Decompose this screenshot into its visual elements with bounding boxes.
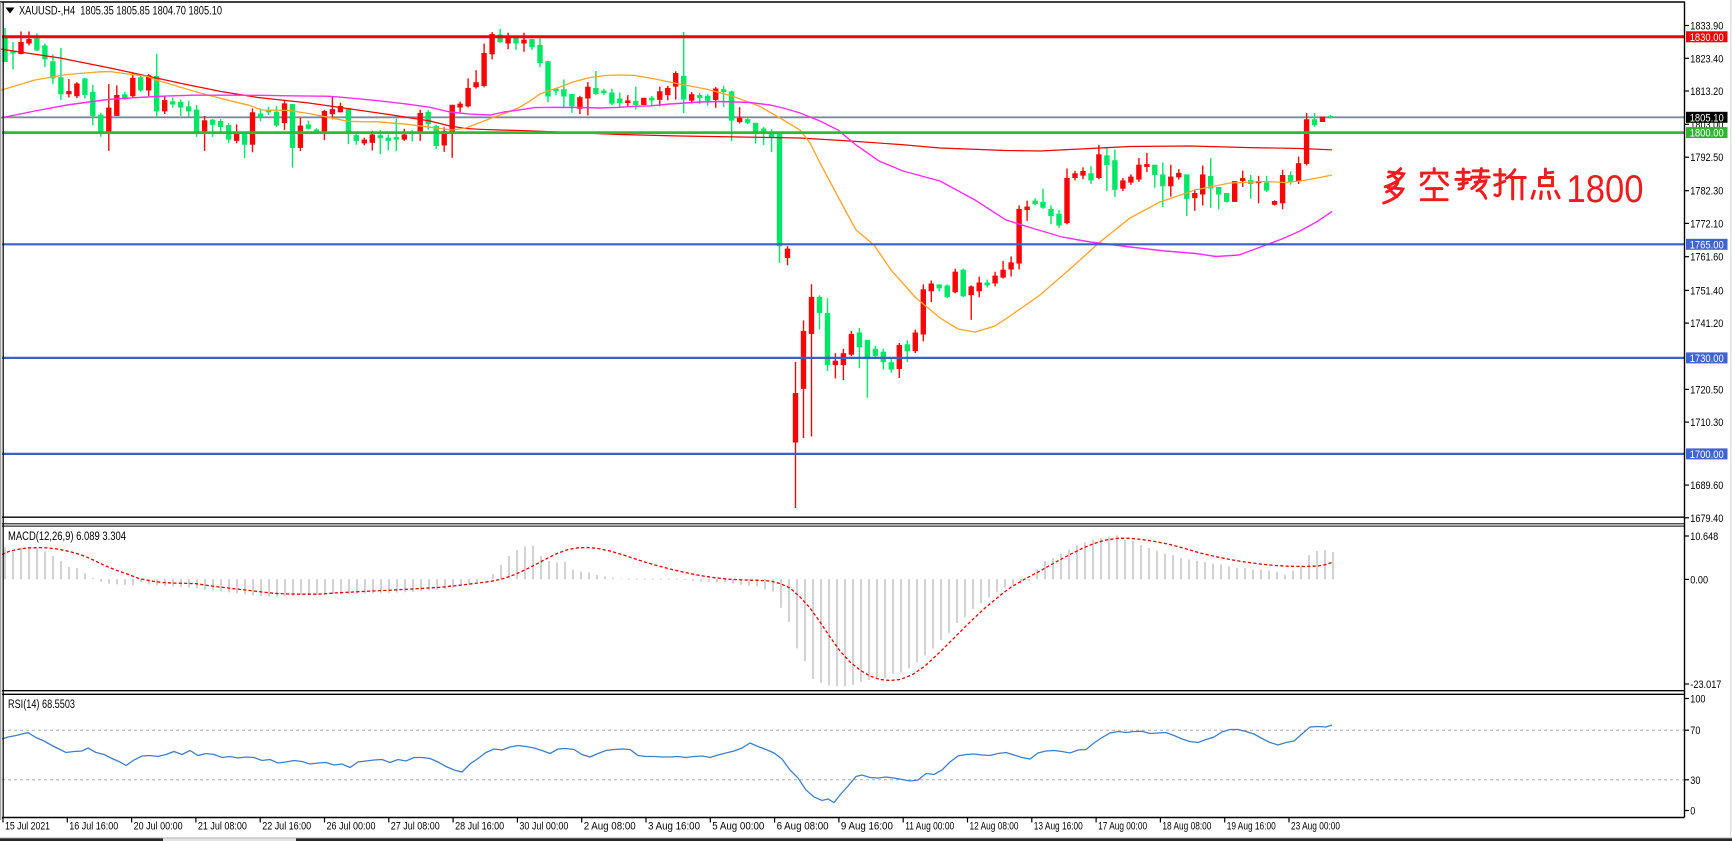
- svg-text:100: 100: [1690, 694, 1705, 706]
- svg-text:1765.00: 1765.00: [1690, 239, 1724, 251]
- svg-text:XAUUSD-,H4 1805.35 1805.85 18: XAUUSD-,H4 1805.35 1805.85 1804.70 1805.…: [19, 6, 222, 18]
- svg-text:1689.60: 1689.60: [1690, 480, 1723, 492]
- svg-text:1800: 1800: [1567, 168, 1644, 211]
- svg-text:18 Aug 08:00: 18 Aug 08:00: [1162, 821, 1211, 833]
- svg-text:MACD(12,26,9) 6.089 3.304: MACD(12,26,9) 6.089 3.304: [8, 531, 126, 543]
- svg-text:30: 30: [1690, 775, 1700, 787]
- svg-text:27 Jul 08:00: 27 Jul 08:00: [391, 821, 440, 833]
- svg-text:1730.00: 1730.00: [1690, 353, 1724, 365]
- svg-text:1830.00: 1830.00: [1690, 32, 1724, 44]
- svg-text:12 Aug 08:00: 12 Aug 08:00: [970, 821, 1019, 833]
- svg-text:1679.40: 1679.40: [1690, 513, 1723, 525]
- svg-text:1761.60: 1761.60: [1690, 252, 1723, 264]
- svg-text:3 Aug 16:00: 3 Aug 16:00: [648, 821, 700, 833]
- svg-text:1741.20: 1741.20: [1690, 318, 1723, 330]
- svg-text:6 Aug 08:00: 6 Aug 08:00: [777, 821, 829, 833]
- svg-text:11 Aug 00:00: 11 Aug 00:00: [905, 821, 954, 833]
- svg-text:1782.30: 1782.30: [1690, 186, 1723, 198]
- svg-text:9 Aug 16:00: 9 Aug 16:00: [841, 821, 893, 833]
- svg-text:5 Aug 00:00: 5 Aug 00:00: [712, 821, 764, 833]
- svg-text:1751.40: 1751.40: [1690, 285, 1723, 297]
- svg-text:16 Jul 16:00: 16 Jul 16:00: [69, 821, 118, 833]
- svg-text:26 Jul 00:00: 26 Jul 00:00: [327, 821, 376, 833]
- svg-text:1833.90: 1833.90: [1690, 21, 1723, 33]
- svg-text:1700.00: 1700.00: [1690, 449, 1724, 461]
- svg-text:21 Jul 08:00: 21 Jul 08:00: [198, 821, 247, 833]
- svg-text:-23.017: -23.017: [1690, 679, 1721, 691]
- svg-text:2 Aug 08:00: 2 Aug 08:00: [584, 821, 636, 833]
- svg-text:19 Aug 16:00: 19 Aug 16:00: [1227, 821, 1276, 833]
- svg-text:15 Jul 2021: 15 Jul 2021: [5, 821, 50, 833]
- svg-text:1800.00: 1800.00: [1690, 128, 1724, 140]
- svg-text:70: 70: [1690, 725, 1700, 737]
- svg-text:1720.50: 1720.50: [1690, 384, 1723, 396]
- svg-text:22 Jul 16:00: 22 Jul 16:00: [262, 821, 311, 833]
- svg-text:28 Jul 16:00: 28 Jul 16:00: [455, 821, 504, 833]
- svg-text:20 Jul 00:00: 20 Jul 00:00: [134, 821, 183, 833]
- svg-text:1823.40: 1823.40: [1690, 53, 1723, 65]
- svg-text:1710.30: 1710.30: [1690, 417, 1723, 429]
- svg-text:30 Jul 00:00: 30 Jul 00:00: [519, 821, 568, 833]
- svg-text:17 Aug 00:00: 17 Aug 00:00: [1098, 821, 1147, 833]
- svg-text:1792.50: 1792.50: [1690, 152, 1723, 164]
- svg-text:0.00: 0.00: [1690, 574, 1708, 586]
- svg-text:0: 0: [1690, 806, 1695, 818]
- svg-text:1813.20: 1813.20: [1690, 86, 1723, 98]
- svg-text:1772.10: 1772.10: [1690, 218, 1723, 230]
- svg-text:1805.10: 1805.10: [1690, 112, 1724, 124]
- svg-text:23 Aug 00:00: 23 Aug 00:00: [1291, 821, 1340, 833]
- svg-text:RSI(14) 68.5503: RSI(14) 68.5503: [8, 699, 75, 711]
- svg-text:10.648: 10.648: [1690, 531, 1718, 543]
- svg-text:13 Aug 16:00: 13 Aug 16:00: [1034, 821, 1083, 833]
